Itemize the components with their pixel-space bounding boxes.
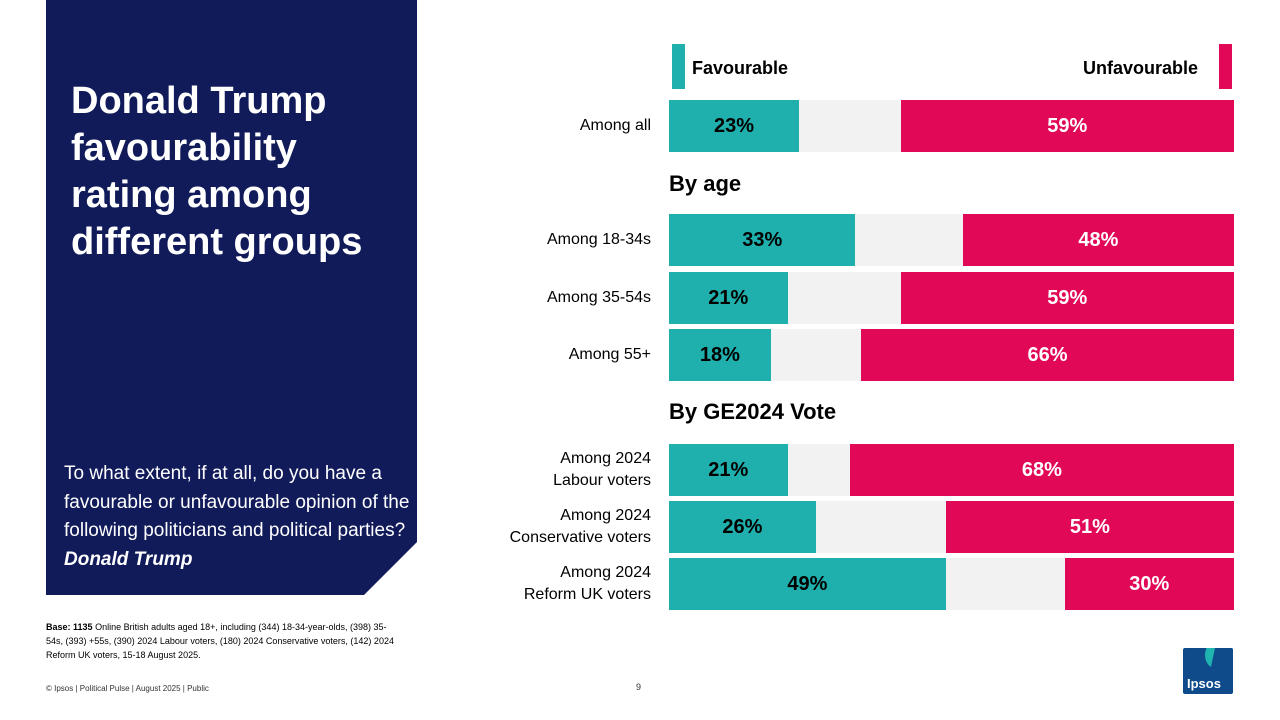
bar-unfavourable bbox=[945, 501, 1234, 553]
bar-favourable bbox=[669, 444, 788, 496]
base-text: Online British adults aged 18+, includin… bbox=[46, 622, 394, 660]
bar-favourable bbox=[669, 329, 771, 381]
row-label: Among 55+ bbox=[568, 345, 651, 363]
title-panel bbox=[46, 0, 417, 595]
page-number: 9 bbox=[636, 682, 642, 692]
bar-label-unfavourable: 48% bbox=[1078, 229, 1119, 251]
bar-unfavourable bbox=[861, 329, 1234, 381]
logo-text: Ipsos bbox=[1187, 676, 1221, 691]
bar-unfavourable bbox=[900, 272, 1234, 324]
bar-unfavourable bbox=[849, 444, 1234, 496]
page-title: Donald Trump favourability rating among … bbox=[71, 80, 363, 263]
question-text: To what extent, if at all, do you have a… bbox=[64, 463, 410, 541]
bar-label-unfavourable: 66% bbox=[1027, 344, 1068, 366]
question-subject: Donald Trump bbox=[64, 548, 193, 570]
bar-label-unfavourable: 59% bbox=[1047, 287, 1088, 309]
base-note: Base: 1135 Online British adults aged 18… bbox=[46, 620, 396, 662]
legend-swatch-unfavourable bbox=[1219, 44, 1232, 89]
bar-favourable bbox=[669, 501, 816, 553]
bar-unfavourable bbox=[900, 100, 1234, 152]
section-heading: By GE2024 Vote bbox=[669, 399, 837, 424]
bar-label-favourable: 49% bbox=[787, 573, 828, 595]
base-count: 1135 bbox=[73, 622, 93, 632]
bar-label-favourable: 18% bbox=[699, 344, 740, 366]
bar-label-favourable: 23% bbox=[713, 115, 754, 137]
bar-label-favourable: 21% bbox=[708, 287, 749, 309]
bar-label-unfavourable: 30% bbox=[1129, 573, 1170, 595]
footer-text: © Ipsos | Political Pulse | August 2025 … bbox=[46, 684, 209, 693]
ipsos-logo: Ipsos bbox=[1183, 648, 1233, 694]
bar-label-favourable: 33% bbox=[742, 229, 783, 251]
bar-label-unfavourable: 51% bbox=[1069, 516, 1110, 538]
bar-label-unfavourable: 59% bbox=[1047, 115, 1088, 137]
base-label: Base: bbox=[46, 622, 71, 632]
row-label: Among 18-34s bbox=[546, 230, 651, 248]
legend-swatch-favourable bbox=[672, 44, 685, 89]
bar-favourable bbox=[669, 214, 856, 266]
survey-question: To what extent, if at all, do you have a… bbox=[64, 460, 414, 574]
bar-favourable bbox=[669, 558, 946, 610]
bar-unfavourable bbox=[1064, 558, 1234, 610]
bar-label-unfavourable: 68% bbox=[1021, 459, 1062, 481]
legend-label-favourable: Favourable bbox=[692, 58, 789, 78]
row-label: Among 2024 Reform UK voters bbox=[523, 563, 651, 604]
bar-favourable bbox=[669, 272, 788, 324]
row-label: Among all bbox=[579, 116, 651, 134]
row-label: Among 35-54s bbox=[546, 288, 651, 306]
bar-label-favourable: 26% bbox=[722, 516, 763, 538]
row-label: Among 2024 Labour voters bbox=[553, 449, 651, 490]
section-heading: By age bbox=[669, 171, 742, 196]
row-label: Among 2024 Conservative voters bbox=[509, 506, 651, 547]
bar-unfavourable bbox=[962, 214, 1234, 266]
legend-label-unfavourable: Unfavourable bbox=[1083, 58, 1199, 78]
bar-favourable bbox=[669, 100, 799, 152]
bar-label-favourable: 21% bbox=[708, 459, 749, 481]
